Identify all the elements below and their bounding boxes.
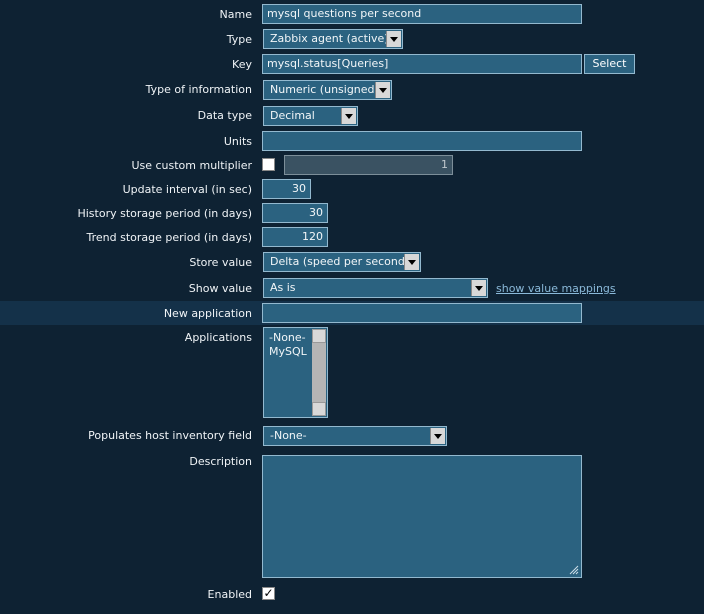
new-application-label: New application bbox=[163, 307, 252, 320]
type-of-information-value: Numeric (unsigned) bbox=[270, 83, 379, 96]
type-select-value: Zabbix agent (active) bbox=[270, 32, 389, 45]
chevron-down-icon bbox=[375, 82, 390, 98]
type-of-information-select[interactable]: Numeric (unsigned) bbox=[263, 80, 392, 100]
chevron-down-icon bbox=[341, 108, 356, 124]
show-value-select[interactable]: As is bbox=[263, 278, 488, 298]
custom-multiplier-checkbox[interactable] bbox=[262, 158, 275, 171]
data-type-value: Decimal bbox=[270, 109, 315, 122]
inventory-select[interactable]: -None- bbox=[263, 426, 447, 446]
custom-multiplier-label: Use custom multiplier bbox=[131, 159, 252, 172]
resize-grip-icon[interactable] bbox=[569, 565, 579, 575]
history-input[interactable]: 30 bbox=[262, 203, 328, 223]
show-value-mappings-link[interactable]: show value mappings bbox=[496, 282, 616, 295]
name-label: Name bbox=[219, 8, 252, 21]
history-label: History storage period (in days) bbox=[77, 207, 252, 220]
enabled-checkbox[interactable]: ✓ bbox=[262, 586, 275, 600]
units-label: Units bbox=[223, 135, 252, 148]
show-value-label: Show value bbox=[188, 282, 252, 295]
show-value-value: As is bbox=[270, 281, 296, 294]
name-input[interactable]: mysql questions per second bbox=[262, 4, 582, 24]
scroll-down-icon[interactable] bbox=[312, 402, 326, 416]
store-value-select[interactable]: Delta (speed per second) bbox=[263, 252, 421, 272]
type-label: Type bbox=[226, 33, 252, 46]
store-value-value: Delta (speed per second) bbox=[270, 255, 410, 268]
update-interval-label: Update interval (in sec) bbox=[122, 183, 252, 196]
custom-multiplier-input[interactable]: 1 bbox=[284, 155, 453, 175]
data-type-label: Data type bbox=[197, 109, 252, 122]
type-select[interactable]: Zabbix agent (active) bbox=[263, 29, 403, 49]
key-input[interactable]: mysql.status[Queries] bbox=[262, 54, 582, 74]
scroll-up-icon[interactable] bbox=[312, 329, 326, 343]
applications-label: Applications bbox=[184, 331, 252, 344]
store-value-label: Store value bbox=[189, 256, 252, 269]
chevron-down-icon bbox=[404, 254, 419, 270]
new-application-input[interactable] bbox=[262, 303, 582, 323]
select-key-button[interactable]: Select bbox=[584, 54, 635, 74]
chevron-down-icon bbox=[386, 31, 401, 47]
trend-input[interactable]: 120 bbox=[262, 227, 328, 247]
inventory-label: Populates host inventory field bbox=[88, 429, 252, 442]
chevron-down-icon bbox=[430, 428, 445, 444]
inventory-value: -None- bbox=[270, 429, 307, 442]
description-label: Description bbox=[189, 455, 252, 468]
enabled-label: Enabled bbox=[207, 588, 252, 601]
applications-option[interactable]: -None- bbox=[269, 331, 306, 344]
trend-label: Trend storage period (in days) bbox=[86, 231, 253, 244]
chevron-down-icon bbox=[471, 280, 486, 296]
applications-listbox[interactable]: -None- MySQL bbox=[263, 327, 328, 418]
applications-option[interactable]: MySQL bbox=[269, 345, 307, 358]
key-label: Key bbox=[232, 58, 252, 71]
units-input[interactable] bbox=[262, 131, 582, 151]
update-interval-input[interactable]: 30 bbox=[262, 179, 311, 199]
applications-scrollbar[interactable] bbox=[312, 329, 326, 416]
description-textarea[interactable] bbox=[262, 455, 582, 578]
data-type-select[interactable]: Decimal bbox=[263, 106, 358, 126]
type-of-information-label: Type of information bbox=[145, 83, 252, 96]
